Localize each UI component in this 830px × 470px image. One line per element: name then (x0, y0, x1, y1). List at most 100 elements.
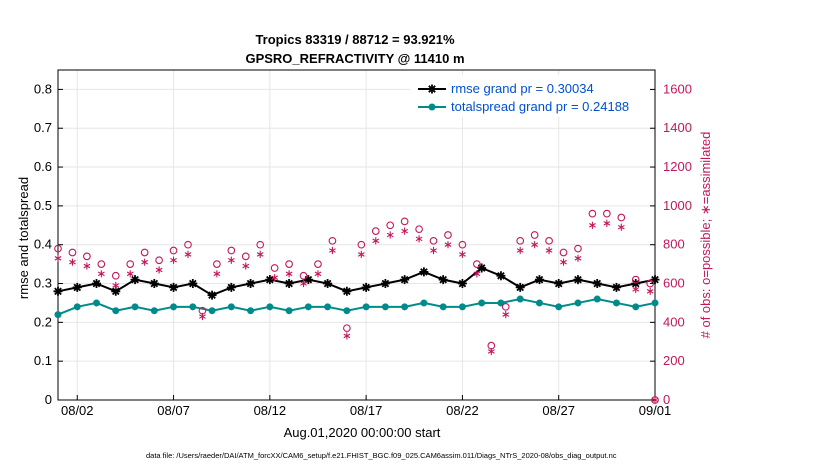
right-y-tick-label: 800 (663, 237, 685, 252)
assimilated-obs-point (271, 274, 279, 282)
assimilated-obs-point (603, 219, 611, 227)
possible-obs-point (155, 256, 163, 265)
rmse-point (419, 267, 429, 277)
assimilated-obs-point (589, 221, 596, 229)
spread-point (247, 307, 255, 315)
left-y-tick-label: 0.7 (34, 120, 52, 135)
rmse-point (246, 279, 256, 289)
possible-obs-point (83, 252, 91, 261)
assimilated-obs-point (170, 256, 177, 264)
x-tick-label: 08/07 (157, 403, 190, 418)
possible-obs-point (97, 260, 106, 268)
possible-obs-point (617, 213, 626, 222)
assimilated-obs-point (617, 223, 625, 231)
rmse-point (226, 282, 236, 292)
series-line (57, 298, 656, 316)
assimilated-obs-point (227, 256, 235, 264)
rmse-point (361, 282, 371, 292)
right-y-tick-label: 1400 (663, 120, 692, 135)
possible-obs-point (530, 231, 539, 239)
spread-point (612, 299, 620, 307)
x-axis: 08/02 08/07 08/12 08/17 08/22 08/27 09/01 (61, 395, 671, 418)
possible-obs-point (184, 240, 192, 249)
possible-obs-point (603, 209, 611, 218)
y-axis-label-left: rmse and totalspread (16, 177, 31, 299)
assimilated-obs-point (329, 246, 336, 255)
rmse-point (515, 282, 525, 292)
x-tick-label: 08/17 (350, 403, 383, 418)
possible-obs-point (68, 248, 77, 257)
rmse-point (169, 282, 179, 292)
spread-point (516, 295, 524, 303)
legend-spread-marker (428, 103, 436, 111)
possible-obs-point (299, 271, 308, 280)
spread-point (227, 303, 235, 311)
possible-obs-point (169, 246, 178, 255)
rmse-point (130, 275, 140, 285)
series-3 (54, 219, 659, 404)
rmse-point (303, 275, 313, 285)
rmse-point (554, 279, 564, 289)
possible-obs-point (285, 260, 293, 268)
assimilated-obs-point (372, 237, 380, 245)
possible-obs-point (574, 244, 582, 253)
spread-point (535, 299, 543, 307)
possible-obs-point (270, 264, 279, 272)
possible-obs-point (559, 248, 568, 257)
rmse-point (342, 286, 352, 296)
right-y-tick-label: 400 (663, 314, 685, 329)
spread-point (93, 299, 101, 307)
assimilated-obs-point (126, 270, 134, 278)
assimilated-obs-point (516, 246, 524, 255)
rmse-point (92, 279, 102, 289)
rmse-point (631, 279, 641, 289)
possible-obs-point (501, 302, 510, 311)
rmse-point (477, 263, 487, 273)
spread-point (593, 295, 601, 303)
rmse-point (400, 275, 410, 285)
rmse-point (534, 275, 544, 285)
assimilated-obs-point (343, 332, 351, 340)
x-axis-label: Aug.01,2020 00:00:00 start (284, 425, 441, 440)
rmse-point (496, 271, 506, 281)
left-y-tick-label: 0.6 (34, 159, 52, 174)
spread-point (343, 307, 351, 315)
assimilated-obs-point (531, 241, 539, 249)
rmse-point (111, 286, 121, 296)
possible-obs-point (314, 260, 322, 268)
possible-obs-point (646, 279, 655, 288)
possible-obs-point (357, 240, 366, 249)
right-y-tick-label: 1600 (663, 81, 692, 96)
assimilated-obs-point (199, 312, 206, 321)
spread-point (478, 299, 486, 307)
spread-point (439, 303, 447, 311)
rmse-point (573, 275, 583, 285)
possible-obs-point (588, 209, 597, 218)
possible-obs-point (371, 227, 380, 235)
spread-point (651, 299, 659, 307)
possible-obs-point (140, 248, 149, 257)
legend-spread-label: totalspread grand pr = 0.24188 (451, 99, 629, 114)
assimilated-obs-point (459, 250, 466, 259)
left-y-tick-label: 0.5 (34, 198, 52, 213)
plot-area-frame (57, 69, 656, 401)
possible-obs-point (343, 324, 351, 333)
assimilated-obs-point (97, 270, 105, 278)
assimilated-obs-point (184, 250, 192, 259)
rmse-point (72, 282, 82, 292)
series-layer (53, 209, 660, 404)
series-line (57, 266, 656, 297)
spread-point (170, 303, 178, 311)
assimilated-obs-point (430, 246, 437, 255)
possible-obs-point (386, 221, 395, 230)
assimilated-obs-point (487, 347, 495, 356)
x-tick-label: 08/22 (446, 403, 479, 418)
assimilated-obs-point (386, 231, 394, 239)
possible-obs-point (111, 271, 120, 280)
x-tick-label: 08/27 (542, 403, 575, 418)
footer-data-file: data file: /Users/raeder/DAI/ATM_forcXX/… (146, 451, 617, 460)
assimilated-obs-point (69, 258, 76, 266)
assimilated-obs-point (141, 258, 149, 266)
rmse-point (265, 275, 275, 285)
